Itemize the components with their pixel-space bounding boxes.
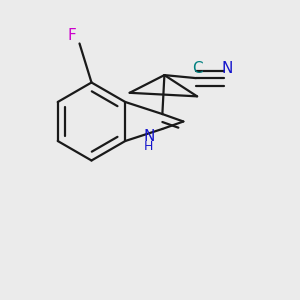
Text: C: C <box>192 61 203 76</box>
Text: N: N <box>221 61 232 76</box>
Text: N: N <box>143 129 154 144</box>
Text: F: F <box>68 28 76 44</box>
Text: H: H <box>144 140 154 153</box>
